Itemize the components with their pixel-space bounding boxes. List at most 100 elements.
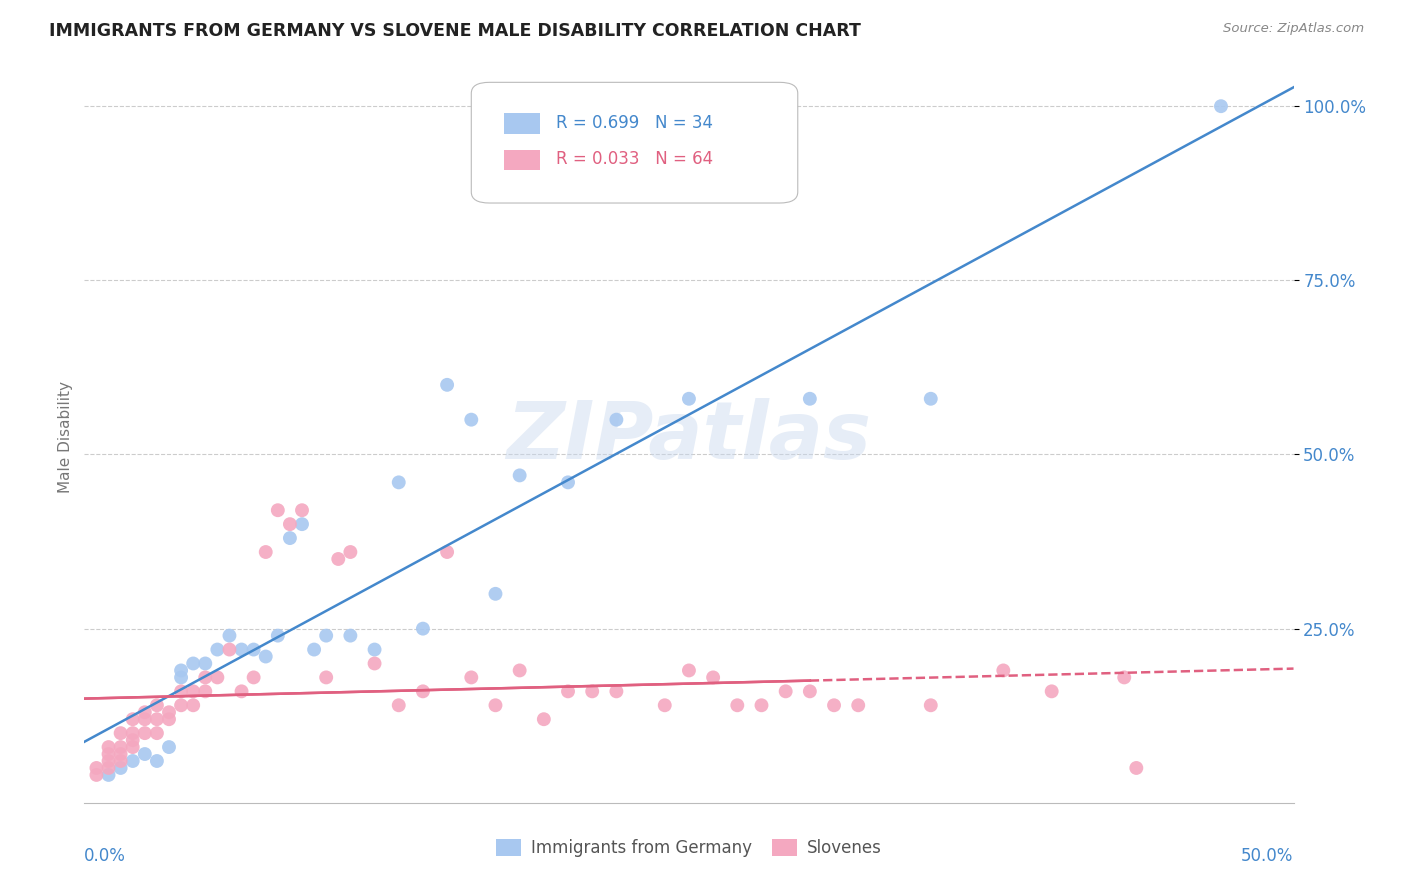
Point [181,698,204,713]
Text: R = 0.033   N = 64: R = 0.033 N = 64 [555,150,713,168]
Point [1040,684,1063,698]
Point [315,670,337,684]
Point [170,664,193,678]
Point [581,684,603,698]
Point [194,670,217,684]
Point [181,684,204,698]
Point [110,761,132,775]
Point [181,657,204,671]
Point [194,684,217,698]
Point [121,712,143,726]
Point [484,587,506,601]
Point [339,629,361,643]
Point [328,552,350,566]
Point [799,392,821,406]
Point [110,740,132,755]
Point [97,754,120,768]
Point [97,740,120,755]
Point [278,531,301,545]
Point [315,629,337,643]
Point [207,642,229,657]
Point [509,664,531,678]
FancyBboxPatch shape [471,82,797,203]
Point [121,754,143,768]
Point [146,754,169,768]
Point [97,747,120,761]
Point [267,629,290,643]
Point [725,698,748,713]
Point [533,712,555,726]
Point [799,684,821,698]
Text: 0.0%: 0.0% [84,847,127,864]
Point [110,726,132,740]
Point [460,670,482,684]
Y-axis label: Male Disability: Male Disability [58,381,73,493]
Point [557,475,579,490]
Point [146,698,169,713]
Point [86,768,108,782]
Point [121,740,143,755]
Point [363,642,385,657]
Point [121,726,143,740]
Text: 50.0%: 50.0% [1241,847,1294,864]
Point [678,392,700,406]
Point [920,392,942,406]
Point [134,712,156,726]
Point [157,740,180,755]
Point [254,545,277,559]
Point [654,698,676,713]
Text: IMMIGRANTS FROM GERMANY VS SLOVENE MALE DISABILITY CORRELATION CHART: IMMIGRANTS FROM GERMANY VS SLOVENE MALE … [49,22,860,40]
Point [231,684,253,698]
Point [242,670,264,684]
Point [231,642,253,657]
Point [207,670,229,684]
Point [302,642,325,657]
Point [1114,670,1136,684]
Point [363,657,385,671]
Point [412,622,434,636]
FancyBboxPatch shape [503,150,540,170]
Point [509,468,531,483]
Point [412,684,434,698]
Point [134,747,156,761]
Point [702,670,724,684]
Point [1209,99,1232,113]
Point [157,705,180,719]
Point [134,726,156,740]
Point [110,747,132,761]
Point [1125,761,1147,775]
Point [678,664,700,678]
Point [267,503,290,517]
Point [846,698,869,713]
Point [110,754,132,768]
FancyBboxPatch shape [503,113,540,134]
Point [242,642,264,657]
Point [436,377,458,392]
Point [751,698,773,713]
Point [388,698,411,713]
Point [823,698,845,713]
Text: ZIPatlas: ZIPatlas [506,398,872,476]
Point [484,698,506,713]
Point [339,545,361,559]
Point [97,768,120,782]
Point [170,684,193,698]
Point [557,684,579,698]
Point [218,642,240,657]
Point [218,629,240,643]
Point [278,517,301,532]
Point [146,726,169,740]
Point [194,657,217,671]
Point [291,517,314,532]
Point [605,412,627,426]
Point [86,761,108,775]
Point [388,475,411,490]
Point [157,712,180,726]
Point [460,412,482,426]
Point [170,698,193,713]
Point [134,705,156,719]
Point [170,670,193,684]
Point [146,712,169,726]
Point [605,684,627,698]
Text: Source: ZipAtlas.com: Source: ZipAtlas.com [1223,22,1364,36]
